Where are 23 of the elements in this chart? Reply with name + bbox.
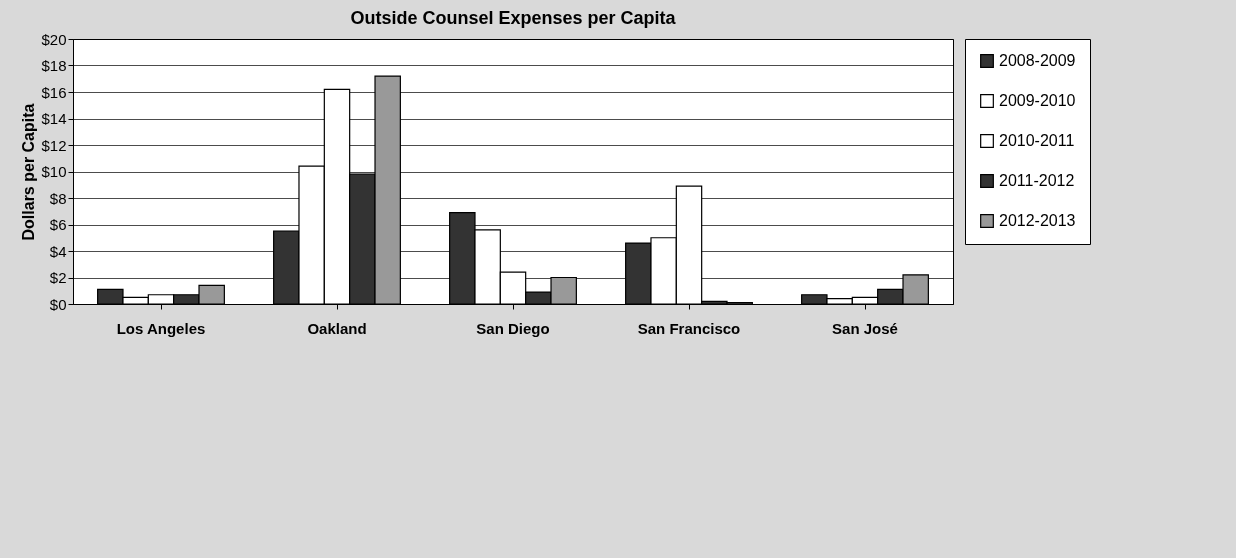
legend-label: 2009-2010 bbox=[999, 92, 1076, 109]
y-tick-label: $8 bbox=[49, 189, 67, 207]
x-tick-label: San Francisco bbox=[637, 319, 741, 337]
y-tick-label: $20 bbox=[41, 30, 67, 48]
y-tick-label: $2 bbox=[49, 269, 67, 286]
legend-label: 2008-2009 bbox=[999, 52, 1076, 69]
y-tick-label: $14 bbox=[41, 110, 67, 127]
legend-label: 2010-2011 bbox=[999, 132, 1075, 149]
y-tick-label: $10 bbox=[41, 163, 67, 180]
y-tick-label: $6 bbox=[49, 216, 67, 233]
x-tick-label: San Diego bbox=[476, 319, 550, 337]
x-tick-label: Oakland bbox=[307, 319, 367, 337]
y-tick-label: $0 bbox=[49, 295, 67, 313]
chart-title: Outside Counsel Expenses per Capita bbox=[350, 8, 677, 28]
y-axis-title: Dollars per Capita bbox=[20, 103, 38, 241]
y-tick-label: $16 bbox=[41, 83, 67, 101]
y-tick-label: $18 bbox=[41, 57, 67, 74]
y-tick-label: $12 bbox=[41, 136, 67, 154]
legend-label: 2012-2013 bbox=[999, 212, 1076, 229]
y-tick-label: $4 bbox=[49, 242, 67, 260]
x-tick-label: Los Angeles bbox=[116, 319, 206, 337]
x-tick-label: San José bbox=[832, 319, 898, 337]
legend-label: 2011-2012 bbox=[999, 172, 1075, 189]
